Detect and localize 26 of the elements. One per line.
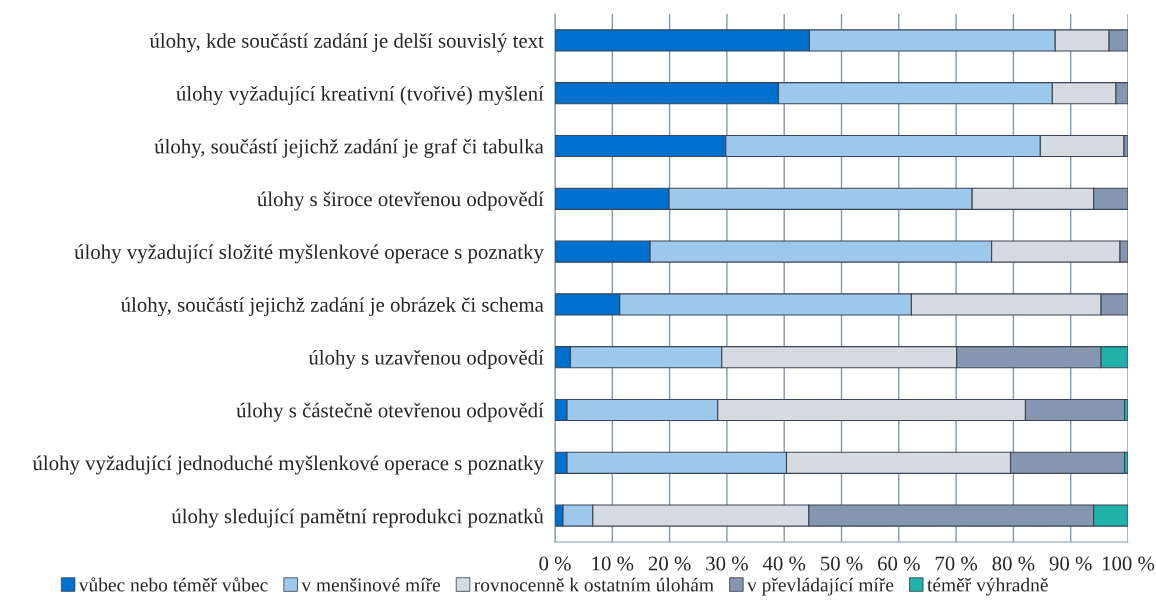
y-tick-label: úlohy s částečně otevřenou odpovědí: [236, 402, 544, 422]
x-tick-label: 80 %: [992, 556, 1035, 571]
y-tick-label: úlohy vyžadující složité myšlenkové operace s poznatky: [74, 244, 544, 264]
x-tick-label: 20 %: [648, 556, 691, 571]
y-tick-label: úlohy, kde součástí zadání je delší souvislý text: [149, 33, 544, 53]
x-tick-label: 70 %: [935, 556, 978, 571]
legend-label: v převládající míře: [747, 577, 894, 596]
x-tick-label: 90 %: [1049, 556, 1092, 571]
legend-label: téměř výhradně: [927, 577, 1048, 596]
x-tick-label: 10 %: [592, 556, 634, 571]
x-tick-label: 50 %: [821, 556, 863, 571]
legend-label: v menšinové míře: [301, 577, 440, 592]
y-tick-label: úlohy sledující pamětní reprodukci poznatků: [171, 508, 544, 528]
x-tick-label: 40 %: [762, 556, 806, 571]
x-tick-label: 0 %: [539, 556, 571, 571]
y-tick-label: úlohy, součástí jejichž zadání je graf či tabulka: [154, 138, 544, 158]
x-tick-label: 30 %: [706, 556, 748, 571]
y-tick-label: úlohy s široce otevřenou odpovědí: [257, 191, 544, 211]
x-tick-label: 100 %: [1102, 556, 1155, 571]
legend-label: vůbec nebo téměř vůbec: [78, 577, 268, 592]
y-tick-label: úlohy vyžadující kreativní (tvořivé) myšlení: [176, 85, 544, 105]
y-tick-label: úlohy s uzavřenou odpovědí: [308, 349, 544, 369]
legend-label: rovnocenně k ostatním úlohám: [474, 577, 714, 592]
y-tick-label: úlohy, součástí jejichž zadání je obrázek či schema: [120, 297, 544, 317]
x-tick-label: 60 %: [878, 556, 920, 571]
y-tick-label: úlohy vyžadující jednoduché myšlenkové operace s poznatky: [32, 455, 544, 475]
